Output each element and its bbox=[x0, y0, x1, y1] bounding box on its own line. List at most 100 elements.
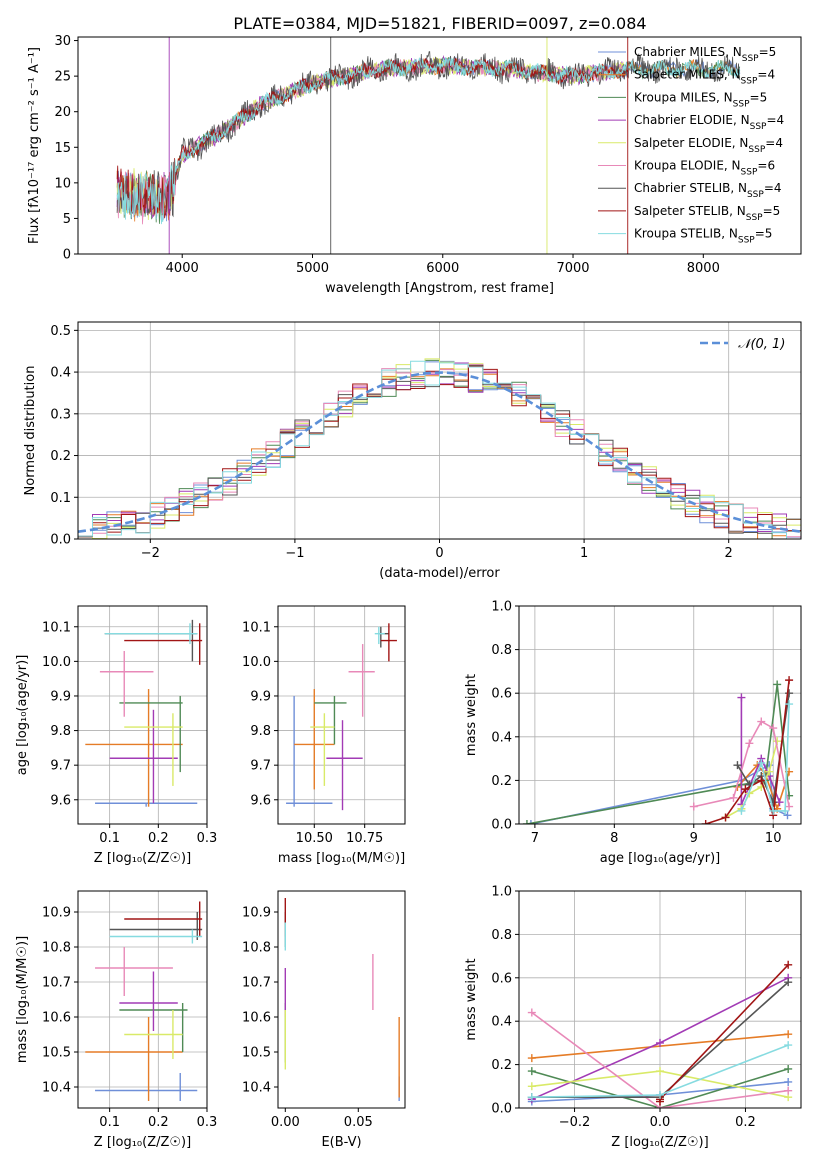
weight-line-6 bbox=[693, 720, 790, 808]
x-axis-label: E(B-V) bbox=[321, 1135, 361, 1150]
data-point-2 bbox=[85, 1017, 183, 1101]
weight-marker bbox=[785, 700, 794, 709]
y-tick-label: 9.7 bbox=[50, 759, 71, 774]
y-tick-label: 9.9 bbox=[50, 689, 71, 704]
weight-line-3 bbox=[531, 1068, 789, 1108]
chart-spectrum: Chabrier MILES, NSSP=5 Salpeter MILES, NS… bbox=[27, 34, 802, 296]
weight-marker bbox=[785, 676, 794, 685]
x-tick-label: 9 bbox=[690, 831, 698, 846]
figure-title: PLATE=0384, MJD=51821, FIBERID=0097, z=0… bbox=[233, 14, 646, 33]
y-tick-label: 1.0 bbox=[491, 885, 512, 900]
weight-marker bbox=[745, 739, 754, 748]
x-tick-label: 10.75 bbox=[346, 831, 383, 846]
y-tick-label: 0.0 bbox=[491, 1102, 512, 1117]
weight-marker bbox=[773, 680, 782, 689]
chart-mass-vs-z: 0.1 0.2 0.3 10.4 10.5 10.6 10.7 10.8 10.9 Z [log₁… bbox=[15, 890, 217, 1150]
y-tick-label: 10 bbox=[54, 176, 71, 191]
y-axis-label: Normed distribution bbox=[23, 366, 38, 496]
y-tick-label: 10.7 bbox=[42, 976, 71, 991]
x-tick-label: 0.05 bbox=[344, 1115, 373, 1130]
y-tick-label: 0.4 bbox=[491, 730, 512, 745]
weight-line-8 bbox=[705, 680, 790, 824]
legend-entry: Salpeter ELODIE, NSSP=4 bbox=[634, 136, 783, 155]
data-point-3 bbox=[119, 695, 183, 773]
weight-marker bbox=[769, 806, 778, 815]
weight-marker bbox=[783, 811, 792, 820]
y-axis-label: mass weight bbox=[464, 674, 479, 756]
y-tick-label: 0.5 bbox=[50, 324, 71, 339]
legend-entry: Chabrier MILES, NSSP=5 bbox=[634, 45, 776, 64]
plot-area bbox=[286, 623, 397, 811]
legend-entry: Kroupa ELODIE, NSSP=6 bbox=[634, 159, 775, 178]
data-point-1 bbox=[286, 695, 333, 807]
weight-line-5 bbox=[725, 740, 778, 819]
y-tick-label: 0.8 bbox=[491, 643, 512, 658]
data-point-3 bbox=[314, 695, 347, 745]
y-tick-label: 10.0 bbox=[242, 655, 271, 670]
legend-entry: Salpeter MILES, NSSP=4 bbox=[634, 68, 775, 87]
x-tick-label: 0.0 bbox=[650, 1115, 671, 1130]
data-point-2 bbox=[85, 689, 183, 807]
plot-area bbox=[85, 901, 203, 1101]
data-point-6 bbox=[99, 650, 154, 717]
x-tick-label: 1 bbox=[580, 546, 588, 561]
weight-marker bbox=[784, 1030, 793, 1039]
weight-marker bbox=[784, 1077, 793, 1086]
data-point-7 bbox=[109, 912, 203, 940]
axes-frame bbox=[77, 890, 208, 1109]
weight-marker bbox=[721, 813, 730, 822]
data-point-2 bbox=[294, 689, 335, 790]
plot-area bbox=[85, 619, 203, 807]
y-tick-label: 5 bbox=[63, 212, 71, 227]
x-tick-label: 2 bbox=[725, 546, 733, 561]
x-tick-label: 0.3 bbox=[197, 831, 218, 846]
x-tick-label: 0.1 bbox=[99, 1115, 120, 1130]
plot-area bbox=[78, 358, 801, 539]
weight-marker bbox=[784, 1086, 793, 1095]
y-tick-label: 10.9 bbox=[42, 906, 71, 921]
weight-marker bbox=[784, 978, 793, 987]
chart-weight-vs-z: −0.2 0.0 0.2 0.0 0.2 0.4 0.6 0.8 1.0 Z [log₁₀(Z/Z… bbox=[464, 885, 802, 1150]
weight-marker bbox=[757, 758, 766, 767]
weight-marker bbox=[757, 717, 766, 726]
axes-frame bbox=[277, 605, 406, 825]
y-tick-label: 0.4 bbox=[491, 1015, 512, 1030]
x-axis-label: Z [log₁₀(Z/Z☉)] bbox=[94, 1135, 191, 1150]
x-axis-label: wavelength [Angstrom, rest frame] bbox=[325, 281, 554, 296]
y-tick-label: 0.2 bbox=[491, 1058, 512, 1073]
data-point-9 bbox=[109, 929, 203, 944]
weight-marker bbox=[737, 806, 746, 815]
weight-marker bbox=[784, 1041, 793, 1050]
spectrum-line-9 bbox=[116, 56, 741, 225]
chart-age-vs-z: 0.1 0.2 0.3 9.6 9.7 9.8 9.9 10.0 10.1 Z [log₁₀(Z/… bbox=[15, 605, 218, 866]
y-tick-label: 0.4 bbox=[50, 366, 71, 381]
y-tick-label: 25 bbox=[54, 70, 71, 85]
x-tick-label: 10 bbox=[765, 831, 782, 846]
y-tick-label: 0.0 bbox=[491, 818, 512, 833]
data-point-4 bbox=[326, 720, 363, 811]
spectrum-line-6 bbox=[116, 58, 626, 225]
weight-marker bbox=[733, 761, 742, 770]
y-tick-label: 10.4 bbox=[42, 1081, 71, 1096]
axes-frame bbox=[77, 605, 208, 825]
weight-marker bbox=[527, 1067, 536, 1076]
weight-line-6 bbox=[531, 1011, 789, 1108]
x-tick-label: 4000 bbox=[166, 261, 199, 276]
legend-entry: Chabrier STELIB, NSSP=4 bbox=[634, 181, 782, 200]
data-point-7 bbox=[378, 626, 389, 648]
weight-marker bbox=[757, 776, 766, 785]
x-axis-label: (data-model)/error bbox=[379, 566, 500, 581]
chart-mass-vs-ebv: 0.00 0.05 10.4 10.5 10.6 10.7 10.8 10.9 E(B-V) bbox=[242, 890, 406, 1150]
weight-marker bbox=[527, 1008, 536, 1017]
x-tick-label: 0.2 bbox=[735, 1115, 756, 1130]
data-point-6 bbox=[95, 947, 173, 996]
weight-marker bbox=[701, 820, 710, 824]
x-tick-label: 0.00 bbox=[271, 1115, 300, 1130]
data-point-4 bbox=[109, 709, 178, 804]
y-tick-label: 9.8 bbox=[50, 724, 71, 739]
x-axis-label: Z [log₁₀(Z/Z☉)] bbox=[94, 851, 191, 866]
weight-marker bbox=[656, 1067, 664, 1076]
x-axis-label: mass [log₁₀(M/M☉)] bbox=[278, 851, 405, 866]
x-tick-label: 7000 bbox=[556, 261, 589, 276]
data-point-5 bbox=[124, 713, 183, 786]
